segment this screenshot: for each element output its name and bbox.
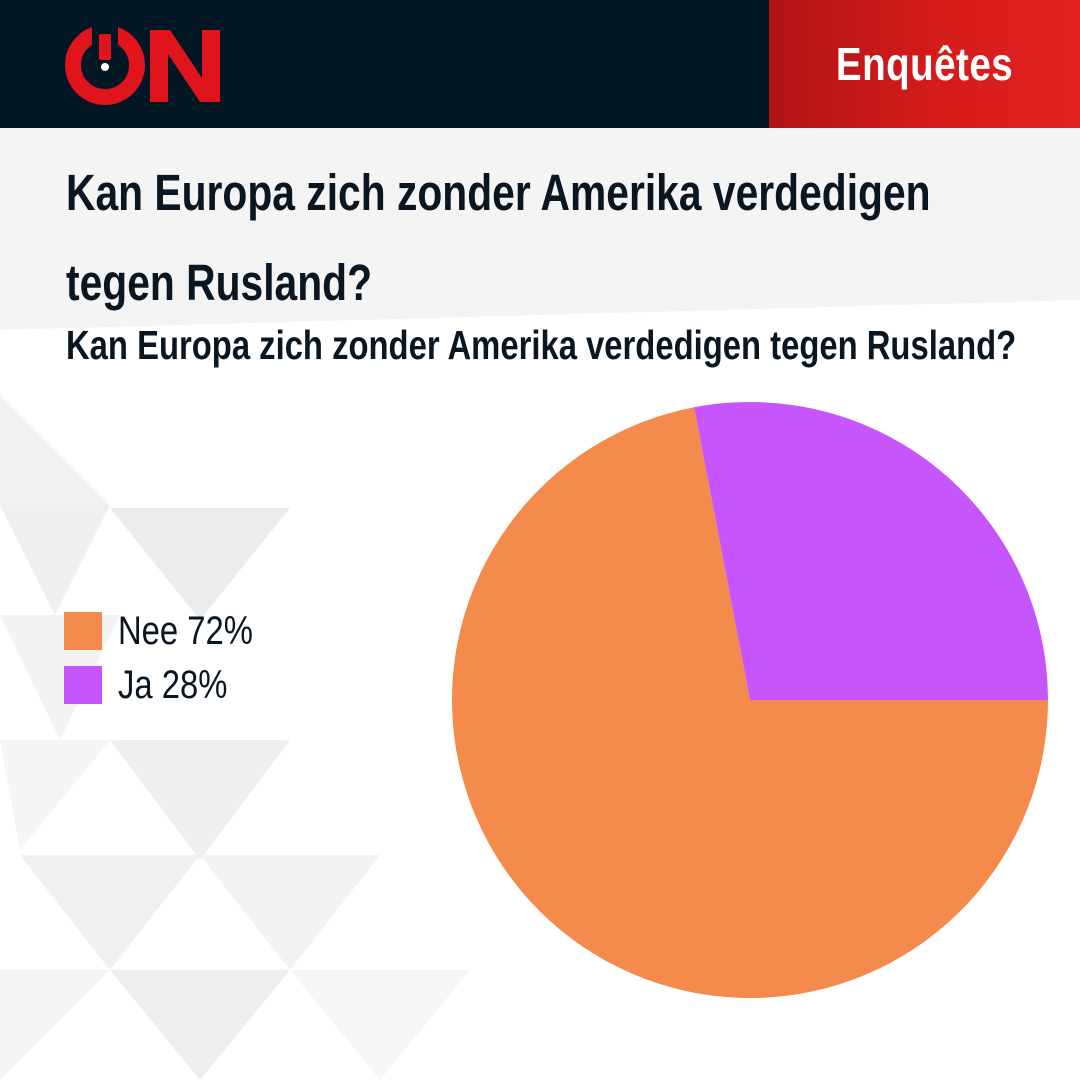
chart-legend: Nee 72% Ja 28% [64, 604, 283, 712]
pie-slice-nee [452, 407, 1048, 999]
chart-subtitle: Kan Europa zich zonder Amerika verdedige… [66, 322, 1017, 368]
legend-label-ja: Ja 28% [118, 662, 228, 707]
legend-swatch-nee [64, 612, 102, 650]
header-bar: Enquêtes [0, 0, 1080, 128]
page-title: Kan Europa zich zonder Amerika verdedige… [66, 164, 931, 311]
category-badge[interactable]: Enquêtes [769, 0, 1080, 128]
on-logo[interactable] [62, 22, 232, 108]
badge-label: Enquêtes [835, 38, 1014, 90]
pie-chart [452, 402, 1048, 999]
legend-item-ja: Ja 28% [64, 658, 283, 712]
legend-label-nee: Nee 72% [118, 608, 253, 653]
legend-item-nee: Nee 72% [64, 604, 283, 658]
pie-slice-ja [694, 402, 1048, 700]
legend-swatch-ja [64, 666, 102, 704]
